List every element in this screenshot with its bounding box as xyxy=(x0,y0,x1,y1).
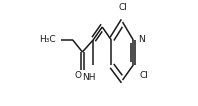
Text: Cl: Cl xyxy=(118,3,127,11)
Text: N: N xyxy=(139,36,145,45)
Text: O: O xyxy=(75,70,82,80)
Text: NH: NH xyxy=(82,73,96,82)
Text: H₃C: H₃C xyxy=(39,36,56,45)
Text: Cl: Cl xyxy=(140,70,148,80)
